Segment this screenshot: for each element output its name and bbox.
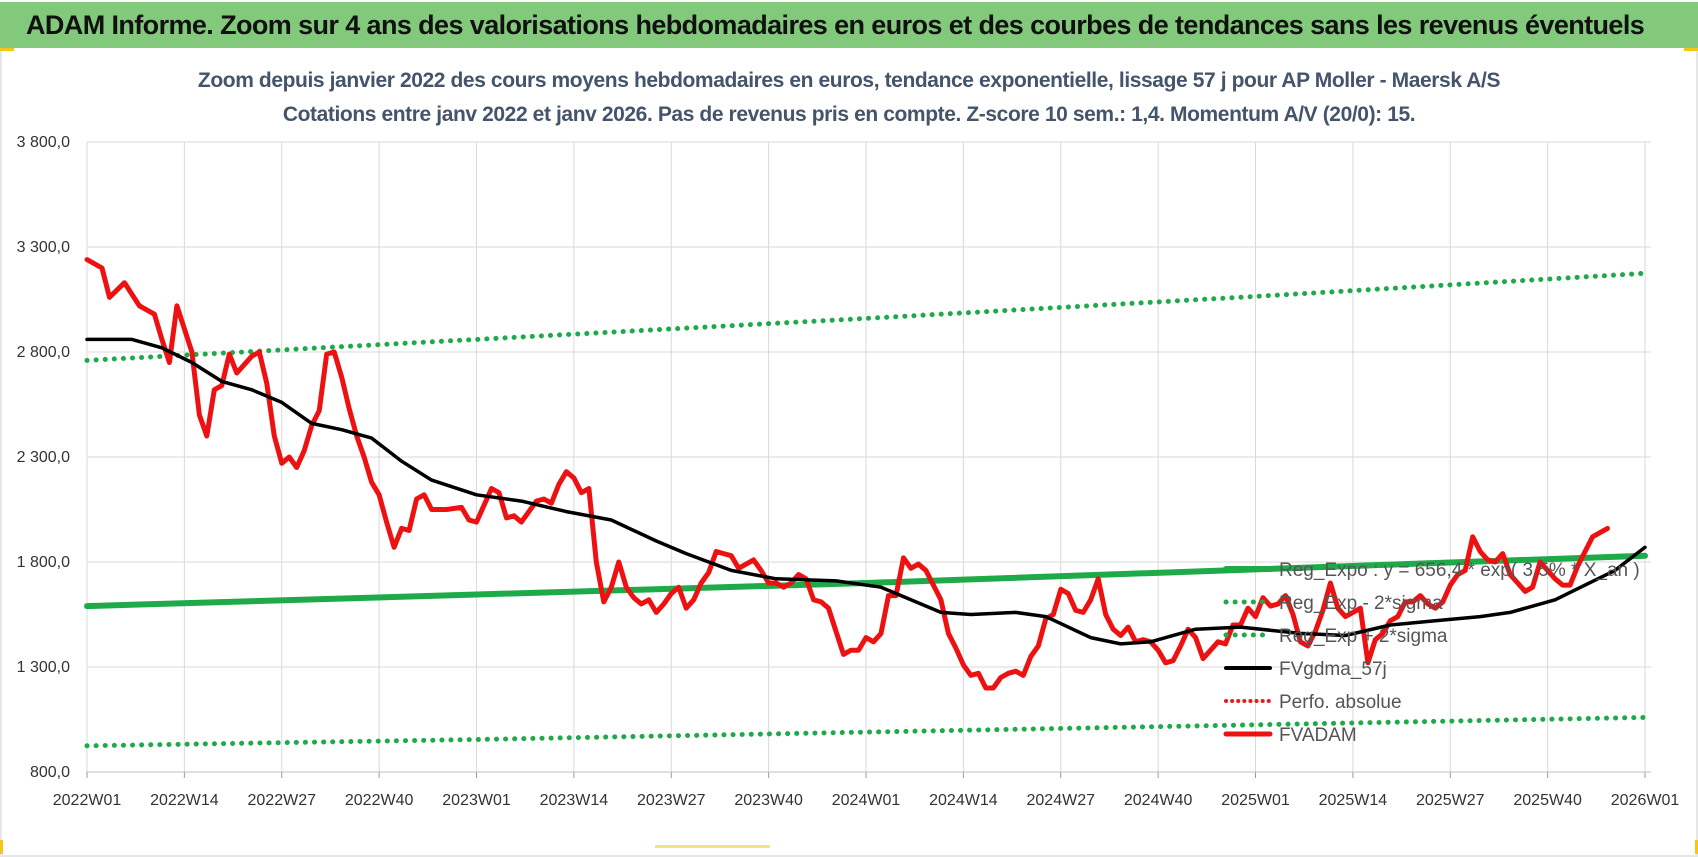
x-tick-label: 2022W14 xyxy=(150,792,219,809)
grid-lines xyxy=(86,141,1651,778)
x-tick-label: 2025W01 xyxy=(1221,792,1290,809)
frame-corner-bottom-right xyxy=(1695,840,1698,854)
y-tick-label: 800,0 xyxy=(30,764,70,781)
y-tick-label: 3 800,0 xyxy=(17,134,70,151)
legend-label: FVgdma_57j xyxy=(1279,659,1387,680)
series-fvadam xyxy=(84,257,1610,691)
legend: Reg_Expo : y = 656,4 * exp( 3,5% * X_an … xyxy=(1223,560,1640,746)
legend-label: Reg_Exp + 2*sigma xyxy=(1279,626,1448,647)
series-reg-expo xyxy=(84,552,1648,610)
x-tick-label: 2022W27 xyxy=(248,792,317,809)
y-axis-ticks: 800,0 1 300,0 1 800,0 2 300,0 2 800,0 3 300,0… xyxy=(17,134,70,781)
series-reg-plus-2sigma xyxy=(84,270,1648,363)
x-tick-label: 2026W01 xyxy=(1611,792,1680,809)
x-tick-label: 2023W27 xyxy=(637,792,706,809)
chart-frame xyxy=(0,48,1698,857)
x-tick-label: 2023W14 xyxy=(540,792,609,809)
series-fvgdma-57j xyxy=(85,337,1647,646)
x-tick-label: 2023W40 xyxy=(734,792,803,809)
x-tick-label: 2022W01 xyxy=(53,792,122,809)
y-tick-label: 2 800,0 xyxy=(17,344,70,361)
x-tick-label: 2025W40 xyxy=(1513,792,1582,809)
legend-label: FVADAM xyxy=(1279,725,1357,746)
page-title: ADAM Informe. Zoom sur 4 ans des valoris… xyxy=(26,10,1645,40)
y-tick-label: 2 300,0 xyxy=(17,449,70,466)
frame-corner-left xyxy=(0,48,14,51)
x-tick-label: 2024W27 xyxy=(1027,792,1096,809)
y-tick-label: 3 300,0 xyxy=(17,239,70,256)
frame-corner-bottom-left xyxy=(0,840,3,854)
header-banner: ADAM Informe. Zoom sur 4 ans des valoris… xyxy=(0,0,1698,48)
x-axis-ticks: 2022W01 2022W14 2022W27 2022W40 2023W01 2023W… xyxy=(53,792,1680,809)
frame-corner-right xyxy=(1684,48,1698,51)
x-tick-label: 2023W01 xyxy=(442,792,511,809)
chart-subtitle: Cotations entre janv 2022 et janv 2026. … xyxy=(282,103,1416,126)
frame-center-mark xyxy=(655,845,770,848)
x-tick-label: 2024W14 xyxy=(929,792,998,809)
x-tick-label: 2024W01 xyxy=(832,792,901,809)
series-lines xyxy=(84,257,1648,749)
legend-label: Reg_Exp - 2*sigma xyxy=(1279,593,1443,614)
y-tick-label: 1 800,0 xyxy=(17,554,70,571)
x-tick-label: 2025W27 xyxy=(1416,792,1485,809)
y-tick-label: 1 300,0 xyxy=(17,659,70,676)
chart-title: Zoom depuis janvier 2022 des cours moyen… xyxy=(197,69,1501,92)
legend-label: Perfo. absolue xyxy=(1279,692,1402,713)
x-tick-label: 2024W40 xyxy=(1124,792,1193,809)
x-tick-label: 2022W40 xyxy=(345,792,414,809)
legend-label: Reg_Expo : y = 656,4 * exp( 3,5% * X_an … xyxy=(1279,560,1640,581)
x-tick-label: 2025W14 xyxy=(1319,792,1388,809)
